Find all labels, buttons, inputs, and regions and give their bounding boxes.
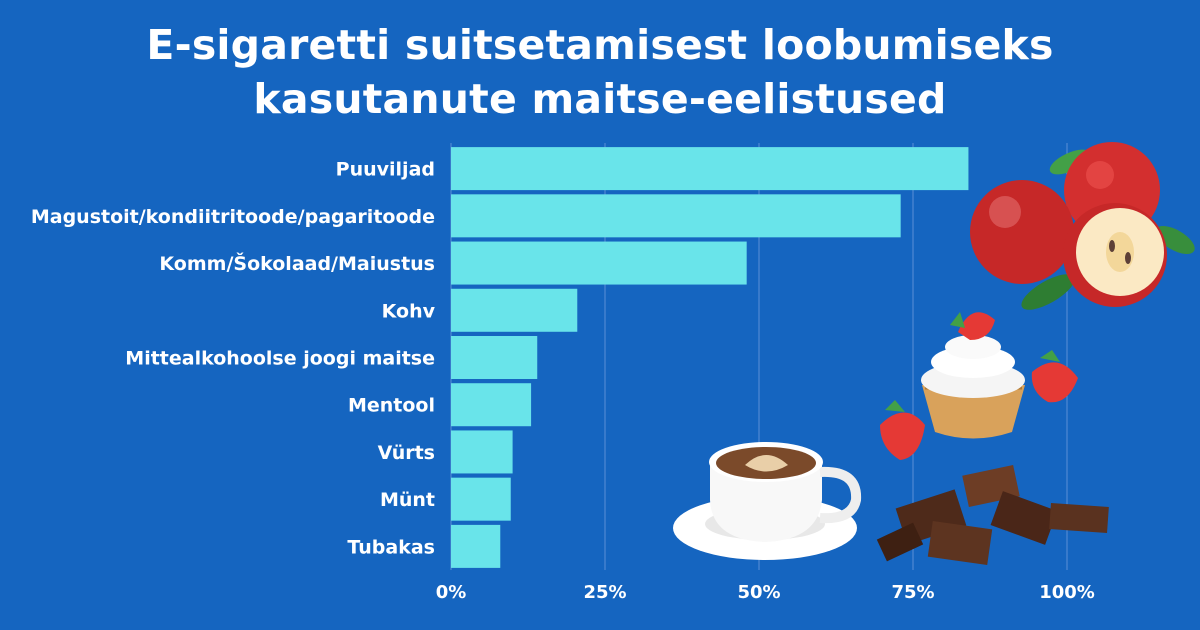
bar <box>451 524 501 568</box>
x-tick-label: 0% <box>436 582 467 603</box>
category-label: Mentool <box>348 395 435 417</box>
x-tick-label: 50% <box>737 582 780 603</box>
chocolate-pieces-icon <box>876 464 1109 566</box>
x-tick-label: 100% <box>1039 582 1095 603</box>
category-label: Kohv <box>382 300 436 322</box>
bars <box>451 147 969 568</box>
bar <box>451 430 513 474</box>
category-label: Mittealkohoolse joogi maitse <box>125 348 435 370</box>
chart-title-line-1: E-sigaretti suitsetamisest loobumiseks <box>146 21 1054 69</box>
category-label: Puuviljad <box>336 159 435 181</box>
bar <box>451 383 532 427</box>
category-label: Tubakas <box>347 536 435 558</box>
chart-title-line-2: kasutanute maitse-eelistused <box>253 75 947 123</box>
x-axis-tick-labels: 0% 25% 50% 75% 100% <box>436 582 1095 603</box>
category-label: Komm/Šokolaad/Maiustus <box>159 251 435 275</box>
bar <box>451 147 969 191</box>
bar <box>451 288 578 332</box>
category-labels: Puuviljad Magustoit/kondiitritoode/pagari… <box>31 159 436 559</box>
category-label: Vürts <box>378 442 435 464</box>
apples-icon <box>970 142 1195 310</box>
cupcake-strawberries-icon <box>880 312 1078 460</box>
bar <box>451 336 538 379</box>
bar <box>451 194 901 238</box>
category-label: Münt <box>380 489 435 511</box>
x-tick-label: 75% <box>891 582 934 603</box>
x-tick-label: 25% <box>583 582 626 603</box>
bar <box>451 241 747 285</box>
coffee-cup-icon <box>673 442 862 560</box>
chart-title: E-sigaretti suitsetamisest loobumiseks k… <box>0 18 1200 126</box>
category-label: Magustoit/kondiitritoode/pagaritoode <box>31 206 435 228</box>
bar <box>451 477 511 521</box>
